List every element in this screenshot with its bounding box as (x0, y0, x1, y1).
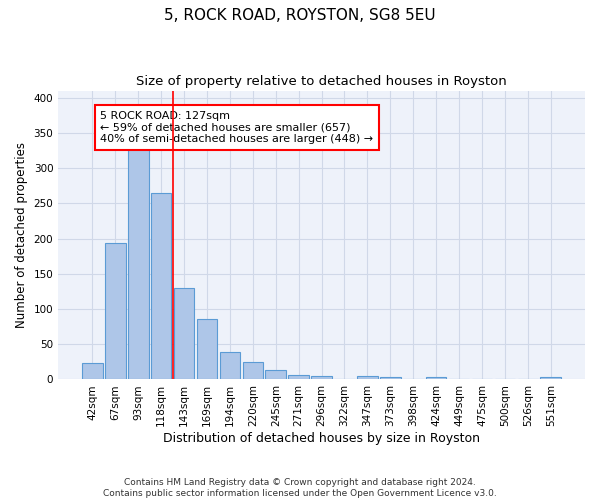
Bar (311, 376, 332, 380)
Bar (426, 376, 446, 380)
Text: 5 ROCK ROAD: 127sqm
← 59% of detached houses are smaller (657)
40% of semi-detac: 5 ROCK ROAD: 127sqm ← 59% of detached ho… (100, 111, 373, 144)
Bar (128, 149, 149, 380)
Bar (197, 319, 217, 380)
Bar (174, 288, 194, 380)
Bar (541, 378, 561, 380)
Bar (82, 364, 103, 380)
Bar (242, 362, 263, 380)
X-axis label: Distribution of detached houses by size in Royston: Distribution of detached houses by size … (163, 432, 480, 445)
Text: 5, ROCK ROAD, ROYSTON, SG8 5EU: 5, ROCK ROAD, ROYSTON, SG8 5EU (164, 8, 436, 22)
Bar (105, 244, 125, 380)
Text: Contains HM Land Registry data © Crown copyright and database right 2024.
Contai: Contains HM Land Registry data © Crown c… (103, 478, 497, 498)
Y-axis label: Number of detached properties: Number of detached properties (15, 142, 28, 328)
Bar (289, 374, 309, 380)
Title: Size of property relative to detached houses in Royston: Size of property relative to detached ho… (136, 75, 507, 88)
Bar (380, 378, 401, 380)
Bar (151, 192, 172, 380)
Bar (357, 376, 378, 380)
Bar (265, 370, 286, 380)
Bar (220, 352, 240, 380)
